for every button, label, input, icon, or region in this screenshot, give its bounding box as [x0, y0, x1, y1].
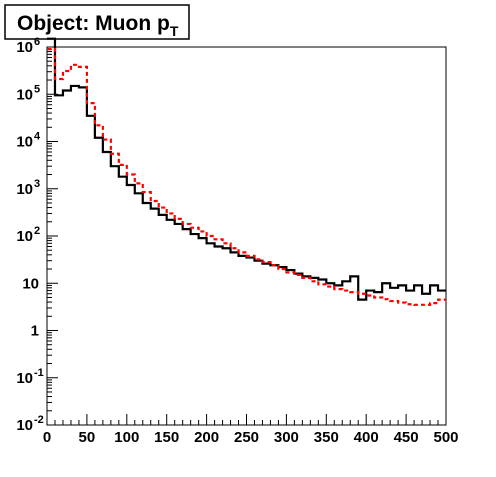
x-tick-label: 500 — [433, 429, 458, 446]
x-tick-label: 350 — [314, 429, 339, 446]
histogram-series-dashed — [47, 48, 446, 306]
y-tick-label: 10 — [16, 39, 33, 56]
x-tick-label: 100 — [114, 429, 139, 446]
chart-title-box: Object: Muon pT — [4, 4, 190, 40]
y-tick-label: 10 — [16, 134, 33, 151]
y-tick-exponent: 4 — [34, 131, 41, 143]
y-tick-label: 10 — [16, 228, 33, 245]
y-tick-label: 10 — [16, 417, 33, 434]
x-tick-label: 400 — [354, 429, 379, 446]
y-tick-exponent: -2 — [34, 414, 44, 426]
x-tick-label: 50 — [79, 429, 96, 446]
title-box-border — [4, 4, 190, 40]
y-tick-label: 10 — [16, 370, 33, 387]
y-tick-label: 10 — [16, 86, 33, 103]
x-tick-label: 450 — [394, 429, 419, 446]
x-tick-label: 200 — [194, 429, 219, 446]
y-tick-exponent: 6 — [34, 36, 40, 48]
y-tick-label: 1 — [31, 323, 39, 340]
y-tick-label: 10 — [22, 275, 39, 292]
chart-title: Object: Muon pT — [17, 12, 179, 39]
y-tick-label: 10 — [16, 181, 33, 198]
y-tick-exponent: 2 — [34, 225, 40, 237]
chart-title-text: Object: Muon p — [17, 12, 170, 35]
y-tick-exponent: 5 — [34, 83, 40, 95]
chart-title-subscript: T — [170, 23, 179, 39]
x-tick-label: 0 — [43, 429, 51, 446]
y-tick-exponent: -1 — [34, 367, 44, 379]
y-tick-exponent: 3 — [34, 178, 40, 190]
x-tick-label: 150 — [154, 429, 179, 446]
x-tick-label: 250 — [234, 429, 259, 446]
x-tick-label: 300 — [274, 429, 299, 446]
